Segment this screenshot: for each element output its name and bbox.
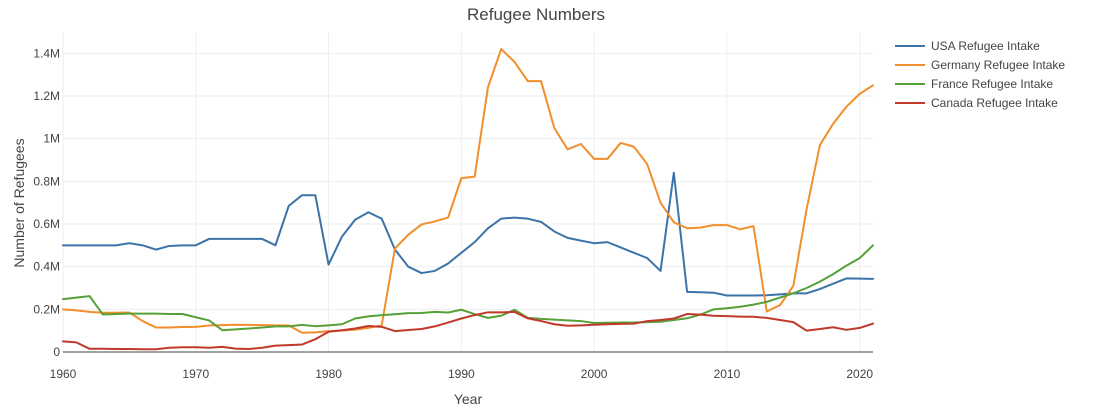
x-axis-ticks: 1960 1970 1980 1990 2000 2010 2020 (50, 367, 874, 381)
legend: USA Refugee Intake Germany Refugee Intake… (895, 39, 1065, 110)
legend-label: USA Refugee Intake (931, 39, 1040, 53)
y-tick-label: 1.4M (33, 46, 60, 60)
x-tick-label: 1970 (182, 367, 209, 381)
x-tick-label: 2010 (714, 367, 741, 381)
legend-item-2[interactable]: Germany Refugee Intake (895, 58, 1065, 72)
legend-label: Canada Refugee Intake (931, 96, 1058, 110)
y-axis-ticks: 0 0.2M 0.4M 0.6M 0.8M 1M 1.2M 1.4M (33, 46, 60, 359)
x-tick-label: 1980 (315, 367, 342, 381)
y-tick-label: 1M (43, 132, 60, 146)
legend-label: France Refugee Intake (931, 77, 1053, 91)
series-line-1[interactable] (62, 171, 874, 297)
y-tick-label: 1.2M (33, 89, 60, 103)
x-tick-label: 2000 (581, 367, 608, 381)
legend-item-4[interactable]: Canada Refugee Intake (895, 96, 1058, 110)
series-line-2[interactable] (62, 48, 874, 334)
series-layer (62, 48, 874, 351)
y-tick-label: 0.8M (33, 174, 60, 188)
y-tick-label: 0.2M (33, 302, 60, 316)
grid-layer (62, 32, 873, 353)
chart-title: Refugee Numbers (467, 5, 605, 24)
y-tick-label: 0.4M (33, 260, 60, 274)
series-line-4[interactable] (62, 310, 874, 351)
x-tick-label: 1990 (448, 367, 475, 381)
y-tick-label: 0 (53, 345, 60, 359)
x-tick-label: 1960 (50, 367, 77, 381)
x-tick-label: 2020 (846, 367, 873, 381)
series-line-3[interactable] (62, 244, 874, 332)
x-axis-title: Year (454, 391, 483, 407)
legend-item-1[interactable]: USA Refugee Intake (895, 39, 1040, 53)
legend-label: Germany Refugee Intake (931, 58, 1065, 72)
legend-item-3[interactable]: France Refugee Intake (895, 77, 1053, 91)
y-tick-label: 0.6M (33, 217, 60, 231)
y-axis-title: Number of Refugees (11, 138, 27, 267)
